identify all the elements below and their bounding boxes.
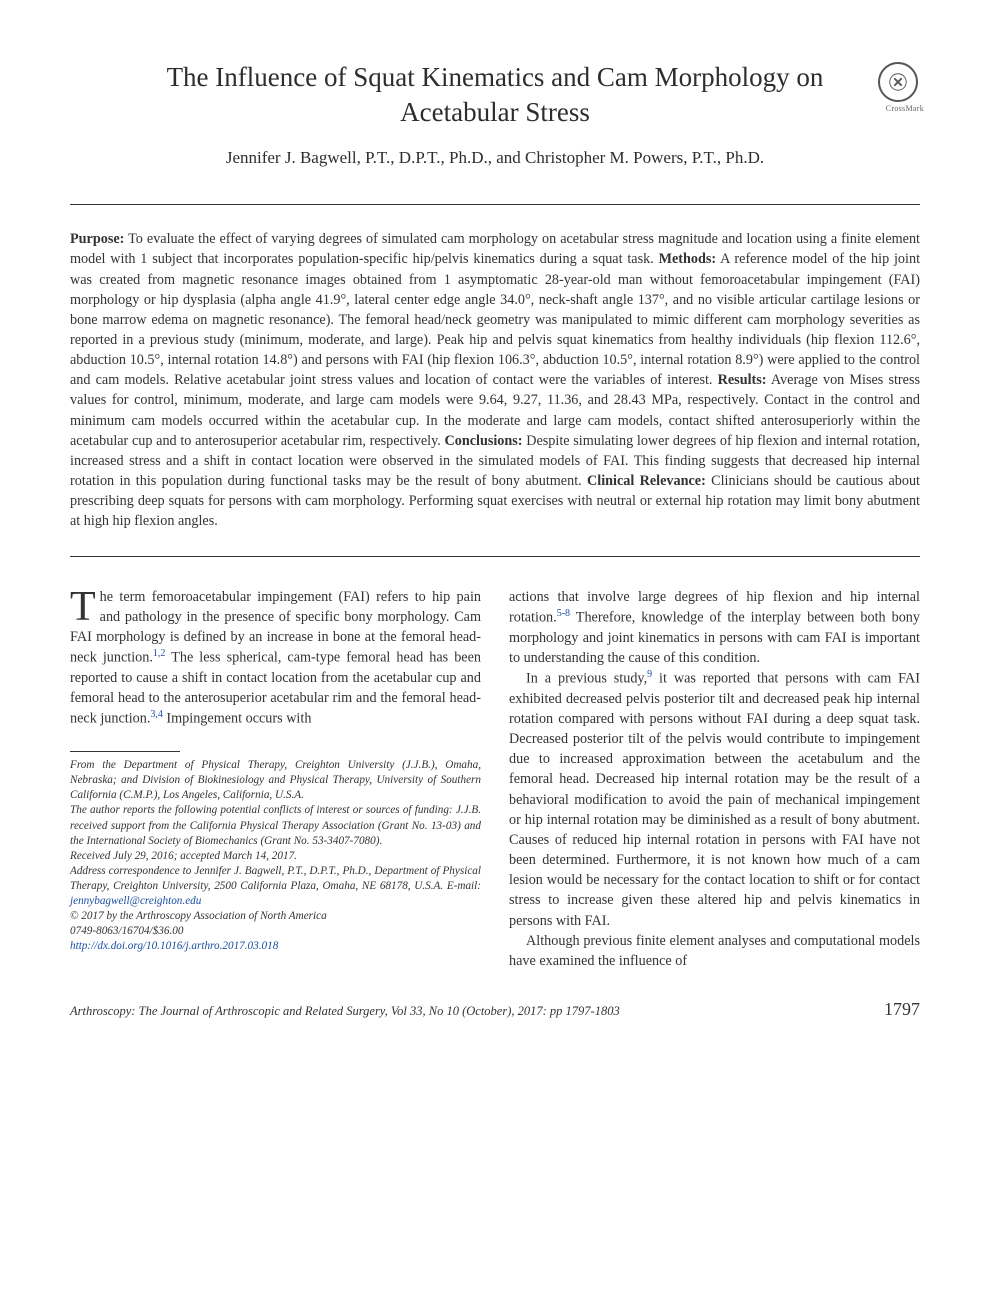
body-r2a: In a previous study, (526, 671, 647, 687)
footnote-rule (70, 751, 180, 752)
footnote-copyright: © 2017 by the Arthroscopy Association of… (70, 909, 481, 924)
rule-top (70, 204, 920, 205)
citation-ref[interactable]: 1,2 (153, 648, 166, 659)
footnote-dates: Received July 29, 2016; accepted March 1… (70, 849, 481, 864)
body-para-r2: In a previous study,9 it was reported th… (509, 668, 920, 931)
article-title: The Influence of Squat Kinematics and Ca… (150, 60, 840, 130)
dropcap: T (70, 587, 100, 626)
footnote-corr-text: Address correspondence to Jennifer J. Ba… (70, 865, 481, 892)
crossmark-label: CrossMark (886, 104, 924, 113)
crossmark-icon[interactable] (878, 62, 918, 102)
body-para-1: The term femoroacetabular impingement (F… (70, 587, 481, 730)
doi-link[interactable]: http://dx.doi.org/10.1016/j.arthro.2017.… (70, 939, 481, 954)
page-footer: Arthroscopy: The Journal of Arthroscopic… (70, 999, 920, 1020)
footnote-affil: From the Department of Physical Therapy,… (70, 758, 481, 803)
body-para-r1: actions that involve large degrees of hi… (509, 587, 920, 668)
column-right: actions that involve large degrees of hi… (509, 587, 920, 971)
journal-citation: Arthroscopy: The Journal of Arthroscopic… (70, 1004, 620, 1019)
rule-bottom (70, 556, 920, 557)
body-para-r3: Although previous finite element analyse… (509, 931, 920, 971)
abstract-methods: A reference model of the hip joint was c… (70, 251, 920, 388)
abstract-block: Purpose: To evaluate the effect of varyi… (70, 229, 920, 531)
column-left: The term femoroacetabular impingement (F… (70, 587, 481, 971)
footnote-corr: Address correspondence to Jennifer J. Ba… (70, 864, 481, 909)
abstract-conclusions-label: Conclusions: (444, 433, 522, 449)
citation-ref[interactable]: 5-8 (557, 608, 570, 619)
footnote-coi: The author reports the following potenti… (70, 803, 481, 848)
body-columns: The term femoroacetabular impingement (F… (70, 587, 920, 971)
abstract-methods-label: Methods: (659, 251, 717, 267)
body-r2b: it was reported that persons with cam FA… (509, 671, 920, 929)
abstract-results-label: Results: (718, 372, 767, 388)
body-r1b: Therefore, knowledge of the interplay be… (509, 609, 920, 665)
footnotes-block: From the Department of Physical Therapy,… (70, 758, 481, 954)
email-link[interactable]: jennybagwell@creighton.edu (70, 895, 201, 907)
author-line: Jennifer J. Bagwell, P.T., D.P.T., Ph.D.… (70, 148, 920, 168)
citation-ref[interactable]: 3,4 (150, 709, 163, 720)
abstract-clinrel-label: Clinical Relevance: (587, 473, 706, 489)
body-p1c: Impingement occurs with (163, 711, 312, 727)
footnote-issn: 0749-8063/16704/$36.00 (70, 924, 481, 939)
page-number: 1797 (884, 999, 920, 1020)
abstract-purpose-label: Purpose: (70, 231, 124, 247)
